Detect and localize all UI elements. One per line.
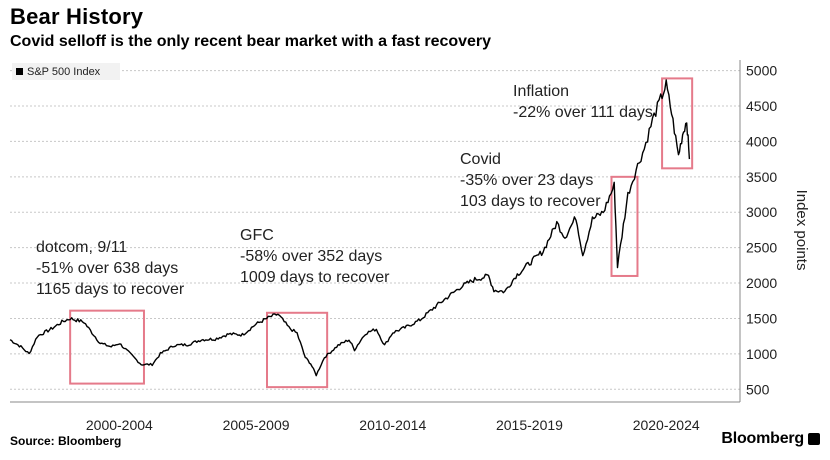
- source-note: Source: Bloomberg: [10, 434, 122, 448]
- annotation-text: -22% over 111 days: [513, 104, 653, 121]
- highlight-box: [69, 309, 145, 385]
- brand-logo: Bloomberg: [721, 430, 820, 448]
- highlight-box: [661, 77, 694, 170]
- annotation-text: 1009 days to recover: [240, 269, 390, 286]
- annotation-text: dotcom, 9/11: [36, 239, 127, 256]
- y-tick-label: 1000: [746, 346, 777, 362]
- annotation-text: 1165 days to recover: [36, 281, 185, 298]
- x-tick-label: 2020-2024: [633, 417, 700, 433]
- brand-name: Bloomberg: [721, 430, 804, 447]
- chart-title: Bear History: [10, 4, 144, 29]
- annotation-text: Covid: [460, 151, 501, 168]
- legend-box: [12, 63, 120, 80]
- series-line-sp500: [9, 79, 691, 377]
- y-tick-label: 1500: [746, 310, 777, 326]
- y-tick-label: 4500: [746, 98, 777, 114]
- y-tick-label: 3500: [746, 169, 777, 185]
- y-tick-label: 2000: [746, 275, 777, 291]
- annotation-text: -58% over 352 days: [240, 248, 382, 265]
- annotation-text: Inflation: [513, 83, 569, 100]
- legend-label: S&P 500 Index: [27, 66, 101, 78]
- x-tick-label: 2005-2009: [223, 417, 290, 433]
- annotation-text: -51% over 638 days: [36, 260, 178, 277]
- highlight-box: [610, 175, 639, 277]
- x-tick-label: 2010-2014: [359, 417, 426, 433]
- highlight-box: [266, 311, 329, 389]
- y-tick-label: 5000: [746, 63, 777, 79]
- y-tick-label: 4000: [746, 133, 777, 149]
- y-tick-label: 2500: [746, 240, 777, 256]
- y-tick-label: 500: [746, 381, 770, 397]
- legend-swatch: [16, 68, 23, 75]
- bloomberg-icon: [808, 433, 820, 445]
- annotation-text: -35% over 23 days: [460, 172, 593, 189]
- x-tick-label: 2000-2004: [86, 417, 153, 433]
- annotation-text: 103 days to recover: [460, 193, 601, 210]
- y-tick-label: 3000: [746, 204, 777, 220]
- annotation-text: GFC: [240, 227, 274, 244]
- y-axis-label: Index points: [793, 190, 810, 271]
- chart-subtitle: Covid selloff is the only recent bear ma…: [10, 33, 492, 50]
- x-tick-label: 2015-2019: [496, 417, 563, 433]
